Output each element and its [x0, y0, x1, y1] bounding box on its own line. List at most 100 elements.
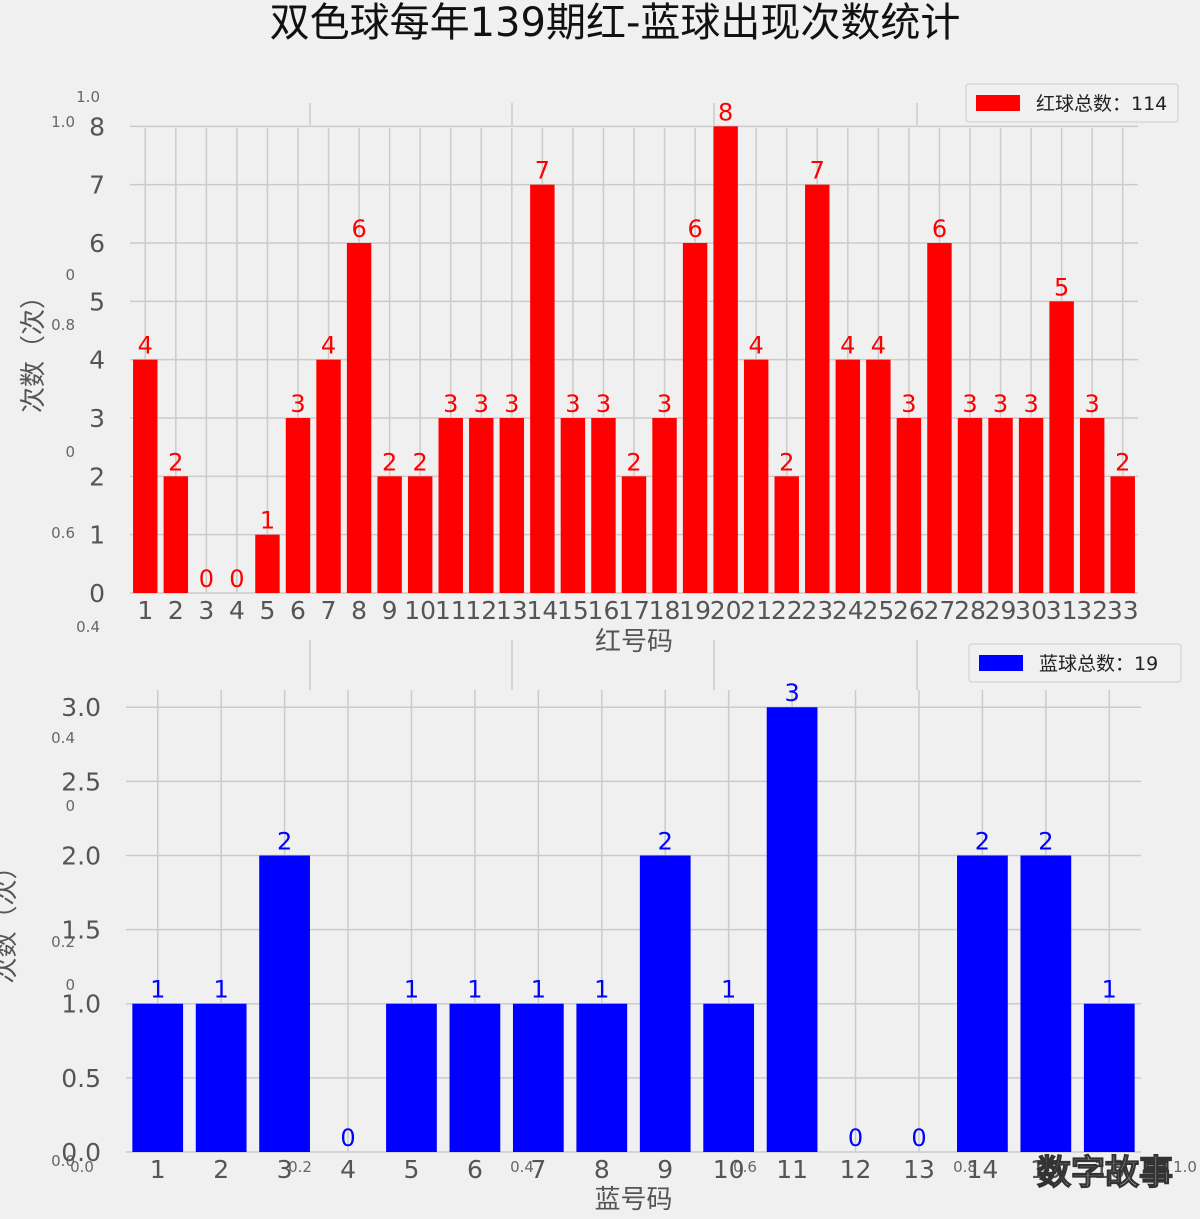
y-axis-title: 次数（次） — [19, 283, 49, 413]
bar — [469, 418, 494, 593]
x-tick-label: 15 — [1030, 1155, 1062, 1184]
x-tick-label: 25 — [862, 596, 894, 625]
x-tick-label: 9 — [657, 1155, 673, 1184]
bar-value-label: 3 — [504, 390, 519, 418]
bar-value-label: 4 — [138, 332, 153, 360]
bar-value-label: 6 — [932, 215, 947, 243]
y-tick-label: 1.0 — [61, 990, 101, 1019]
bar-value-label: 4 — [871, 332, 886, 360]
background-axis-label: 0 — [65, 266, 75, 284]
background-axis-label: 0 — [65, 443, 75, 461]
x-tick-label: 14 — [526, 596, 558, 625]
background-axis-label: 0.2 — [51, 933, 75, 951]
bar — [1079, 418, 1105, 593]
bar — [652, 418, 677, 593]
bar — [316, 359, 341, 593]
x-tick-label: 11 — [435, 596, 467, 625]
x-tick-label: 1 — [150, 1155, 166, 1184]
x-tick-label: 6 — [467, 1155, 483, 1184]
bar-value-label: 1 — [467, 976, 482, 1004]
bar-value-label: 0 — [229, 565, 244, 593]
x-tick-label: 29 — [985, 596, 1017, 625]
x-tick-label: 9 — [382, 596, 398, 625]
bar — [957, 418, 983, 593]
bar — [530, 184, 555, 593]
bar-value-label: 3 — [1085, 390, 1100, 418]
x-tick-label: 10 — [404, 596, 436, 625]
legend-swatch — [976, 95, 1020, 111]
bar-value-label: 3 — [565, 390, 580, 418]
bar-value-label: 6 — [687, 215, 702, 243]
bar-value-label: 2 — [1115, 448, 1130, 476]
y-tick-label: 2.5 — [61, 767, 101, 796]
x-tick-label: 26 — [893, 596, 925, 625]
y-tick-label: 0.0 — [61, 1138, 101, 1167]
bar-value-label: 2 — [413, 448, 428, 476]
legend-box — [965, 83, 1179, 123]
background-axis-label: 1.0 — [76, 88, 100, 106]
x-tick-label: 7 — [530, 1155, 546, 1184]
x-tick-label: 4 — [229, 596, 245, 625]
bar-value-label: 6 — [351, 215, 366, 243]
y-axis-title: 次数（次） — [0, 853, 21, 983]
x-tick-label: 10 — [713, 1155, 745, 1184]
bar-value-label: 1 — [260, 507, 275, 535]
bar — [132, 1003, 184, 1152]
watermark-text: 数字故事 — [1037, 1153, 1173, 1193]
bar-value-label: 0 — [199, 565, 214, 593]
bar — [1020, 855, 1072, 1152]
y-tick-label: 4 — [89, 346, 105, 375]
bar-value-label: 7 — [810, 157, 825, 185]
legend-label: 蓝球总数：19 — [1039, 653, 1158, 675]
bar — [682, 243, 708, 593]
bar-value-label: 3 — [962, 390, 977, 418]
background-axis-label: 0.8 — [51, 316, 75, 334]
background-axis-label: 1.0 — [51, 113, 75, 131]
chart-title: 双色球每年139期红-蓝球出现次数统计 — [270, 0, 961, 46]
bar — [1110, 476, 1135, 593]
bar-value-label: 3 — [290, 390, 305, 418]
x-tick-label: 22 — [771, 596, 803, 625]
x-tick-label: 16 — [1093, 1155, 1125, 1184]
legend-label: 红球总数：114 — [1036, 93, 1167, 115]
x-tick-label: 12 — [840, 1155, 872, 1184]
y-tick-label: 2 — [89, 462, 105, 491]
x-tick-label: 6 — [290, 596, 306, 625]
y-tick-label: 5 — [89, 287, 105, 316]
x-tick-label: 23 — [801, 596, 833, 625]
x-tick-label: 2 — [213, 1155, 229, 1184]
blue-ball-chart: 0.00.51.01.52.02.53.01112230415161718291… — [0, 643, 1182, 1215]
bar-value-label: 1 — [214, 976, 229, 1004]
x-tick-label: 18 — [649, 596, 681, 625]
legend-box — [968, 643, 1182, 683]
background-axis-label: 0.0 — [51, 1152, 75, 1170]
bar-value-label: 2 — [1038, 827, 1053, 855]
bar-value-label: 2 — [975, 827, 990, 855]
x-tick-label: 8 — [351, 596, 367, 625]
bar — [743, 359, 769, 593]
background-axis-label: 0.6 — [51, 524, 75, 542]
bar-value-label: 3 — [993, 390, 1008, 418]
bar — [713, 126, 738, 593]
bar-value-label: 2 — [168, 448, 183, 476]
y-tick-label: 3.0 — [61, 693, 101, 722]
x-tick-label: 19 — [679, 596, 711, 625]
y-tick-label: 2.0 — [61, 841, 101, 870]
x-tick-label: 5 — [404, 1155, 420, 1184]
x-tick-label: 31 — [1046, 596, 1078, 625]
bar — [195, 1003, 247, 1152]
y-tick-label: 8 — [89, 112, 105, 141]
background-axis-label: 0.2 — [288, 1158, 312, 1176]
bar — [957, 855, 1008, 1152]
x-tick-label: 33 — [1107, 596, 1139, 625]
bar — [377, 476, 402, 593]
bar — [774, 476, 799, 593]
bar — [591, 418, 616, 593]
bar — [927, 243, 952, 593]
bar — [1049, 301, 1074, 593]
bar-value-label: 4 — [321, 332, 336, 360]
bar-value-label: 3 — [443, 390, 458, 418]
bar — [449, 1003, 501, 1152]
background-axis-label: 0 — [65, 976, 75, 994]
